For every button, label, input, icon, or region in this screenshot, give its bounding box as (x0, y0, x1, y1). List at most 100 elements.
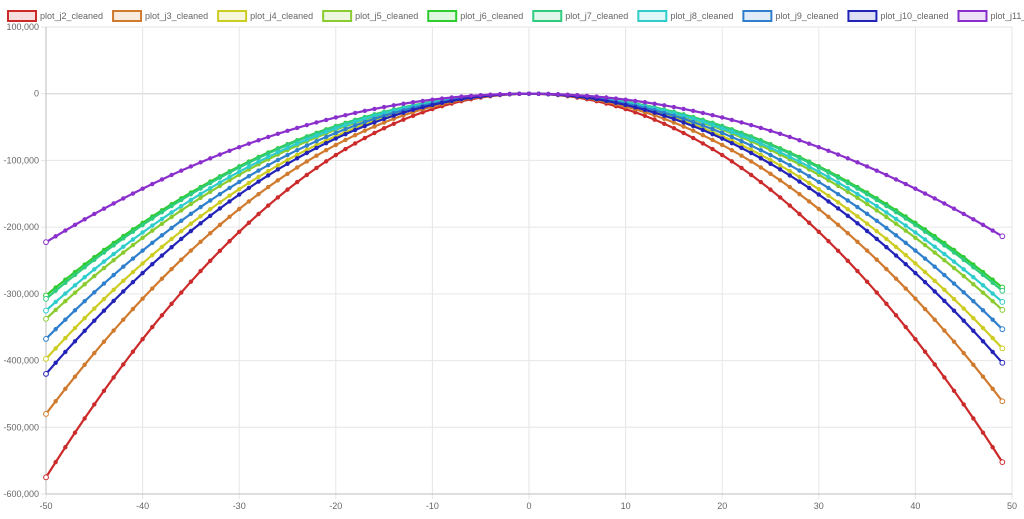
data-point (121, 250, 126, 255)
data-point (845, 156, 850, 161)
legend-item-plot_j5_cleaned[interactable]: plot_j5_cleaned (322, 10, 418, 22)
data-point (372, 124, 377, 129)
data-point (971, 362, 976, 367)
legend-item-plot_j10_cleaned[interactable]: plot_j10_cleaned (847, 10, 948, 22)
data-point (401, 101, 406, 106)
data-point (237, 229, 242, 235)
data-point (227, 214, 232, 220)
data-point (855, 186, 860, 191)
data-point (323, 159, 329, 164)
data-point (748, 143, 754, 148)
data-point (294, 156, 300, 161)
data-point (101, 296, 107, 302)
data-point (855, 204, 860, 210)
data-point (169, 244, 174, 250)
data-point (121, 236, 126, 241)
data-point (121, 196, 126, 201)
data-point (410, 107, 416, 113)
data-point (787, 184, 793, 190)
data-point (478, 93, 483, 98)
data-point (246, 199, 252, 204)
data-point (710, 112, 715, 118)
data-point (72, 430, 78, 435)
data-point (352, 141, 358, 146)
legend-item-plot_j9_cleaned[interactable]: plot_j9_cleaned (742, 10, 838, 22)
y-tick-label: -400,000 (3, 356, 39, 366)
data-point (816, 165, 821, 170)
data-point (179, 218, 184, 224)
data-point (903, 261, 908, 267)
data-point (323, 148, 329, 153)
series-plot_j11_cleaned (43, 91, 1006, 246)
data-point (275, 131, 281, 137)
data-point (893, 216, 899, 222)
data-point (198, 204, 203, 210)
data-point (980, 272, 986, 278)
data-point (323, 129, 329, 135)
data-point (43, 335, 49, 342)
data-point (217, 248, 223, 254)
data-point (410, 100, 416, 105)
data-point (159, 210, 165, 215)
data-point (246, 164, 252, 169)
data-point (256, 138, 261, 143)
data-point (768, 187, 773, 192)
data-point (381, 116, 387, 122)
data-point (159, 276, 165, 281)
data-point (951, 250, 957, 255)
legend-item-plot_j6_cleaned[interactable]: plot_j6_cleaned (427, 10, 523, 22)
data-point (826, 170, 831, 175)
data-point (82, 282, 87, 287)
data-point (864, 211, 870, 217)
data-point (845, 198, 850, 203)
data-point (246, 160, 252, 165)
data-point (150, 216, 155, 221)
data-point (951, 206, 957, 211)
data-point (179, 236, 184, 242)
data-point (980, 308, 986, 313)
data-point (265, 151, 271, 156)
data-point (391, 121, 396, 126)
data-point (758, 152, 764, 158)
data-point (691, 128, 696, 133)
data-point (999, 233, 1006, 240)
data-point (53, 234, 58, 239)
data-point (932, 236, 937, 241)
data-point (613, 100, 619, 105)
data-point (642, 100, 648, 105)
series-plot_j9_cleaned (43, 91, 1006, 342)
legend-label: plot_j6_cleaned (460, 11, 523, 21)
data-point (999, 345, 1006, 352)
legend-item-plot_j3_cleaned[interactable]: plot_j3_cleaned (112, 10, 208, 22)
data-point (884, 210, 889, 215)
legend-item-plot_j7_cleaned[interactable]: plot_j7_cleaned (532, 10, 628, 22)
data-point (130, 191, 136, 196)
legend-swatch (427, 10, 458, 22)
data-point (150, 223, 155, 228)
legend-item-plot_j4_cleaned[interactable]: plot_j4_cleaned (217, 10, 313, 22)
data-point (63, 291, 68, 296)
data-point (816, 192, 821, 197)
data-point (884, 225, 889, 231)
legend-swatch (532, 10, 563, 22)
data-point (691, 135, 696, 141)
data-point (208, 258, 213, 264)
series-line (45, 92, 1003, 244)
legend-item-plot_j11_cleaned[interactable]: plot_j11_cleaned (957, 10, 1024, 22)
data-point (758, 141, 764, 146)
data-point (101, 339, 107, 344)
data-point (352, 127, 358, 133)
data-point (169, 301, 174, 306)
data-point (314, 145, 319, 151)
data-point (237, 179, 242, 185)
legend-item-plot_j8_cleaned[interactable]: plot_j8_cleaned (637, 10, 733, 22)
data-point (971, 217, 976, 222)
legend-label: plot_j9_cleaned (775, 11, 838, 21)
legend-label: plot_j5_cleaned (355, 11, 418, 21)
data-point (720, 126, 725, 131)
data-point (82, 299, 87, 304)
legend-label: plot_j3_cleaned (145, 11, 208, 21)
legend-item-plot_j2_cleaned[interactable]: plot_j2_cleaned (7, 10, 103, 22)
legend-label: plot_j2_cleaned (40, 11, 103, 21)
data-point (903, 216, 908, 221)
